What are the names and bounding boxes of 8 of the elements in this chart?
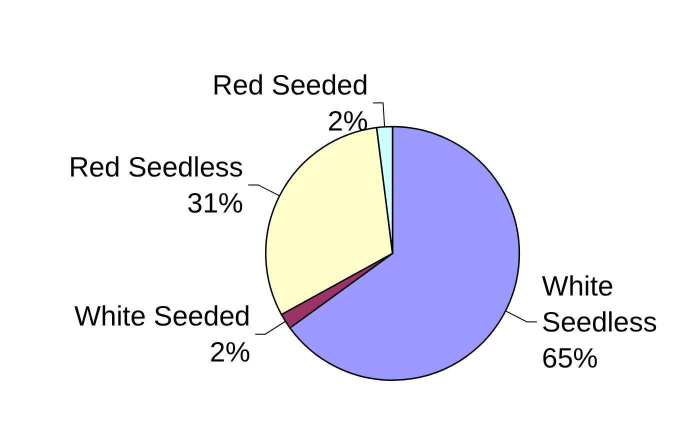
slice-label: White Seedless	[542, 270, 658, 338]
data-label: 2%	[210, 336, 250, 368]
data-label: 2%	[328, 105, 368, 136]
data-label: 65%	[542, 342, 598, 374]
slice-label: White Seeded	[74, 300, 250, 332]
data-label: 31%	[187, 187, 244, 218]
slice-label: Red Seeded	[212, 69, 368, 100]
slice-label: Red Seedless	[68, 151, 244, 182]
